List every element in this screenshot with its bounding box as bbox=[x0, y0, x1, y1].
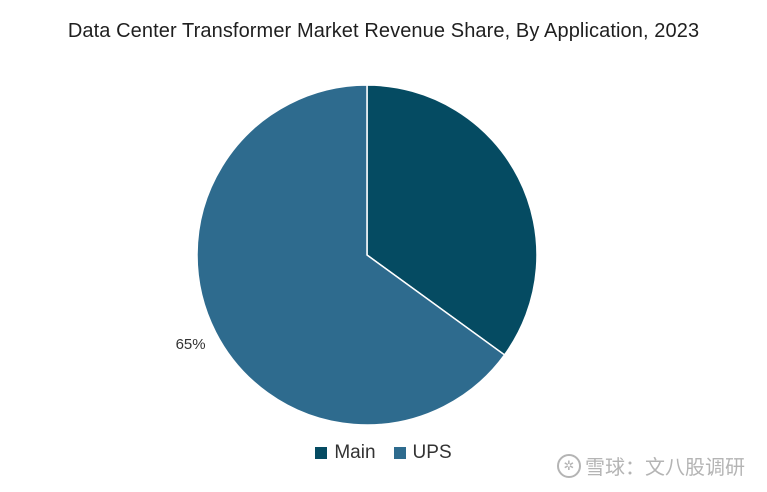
legend-label-main: Main bbox=[334, 442, 376, 463]
chart-title: Data Center Transformer Market Revenue S… bbox=[67, 20, 700, 42]
legend: Main UPS bbox=[0, 442, 767, 464]
legend-swatch-ups bbox=[393, 447, 406, 459]
legend-swatch-main bbox=[315, 447, 328, 459]
watermark: ✲ 雪球：文八股调研 bbox=[557, 451, 745, 480]
pie-slice-main bbox=[366, 84, 538, 356]
pie-slice-ups bbox=[196, 84, 506, 426]
legend-item-ups: UPS bbox=[393, 442, 452, 464]
watermark-logo-icon: ✲ bbox=[557, 453, 581, 478]
legend-item-main: Main bbox=[315, 442, 376, 464]
data-label-ups: 65% bbox=[176, 336, 206, 353]
legend-label-ups: UPS bbox=[412, 442, 452, 463]
watermark-text: 雪球：文八股调研 bbox=[585, 457, 745, 479]
